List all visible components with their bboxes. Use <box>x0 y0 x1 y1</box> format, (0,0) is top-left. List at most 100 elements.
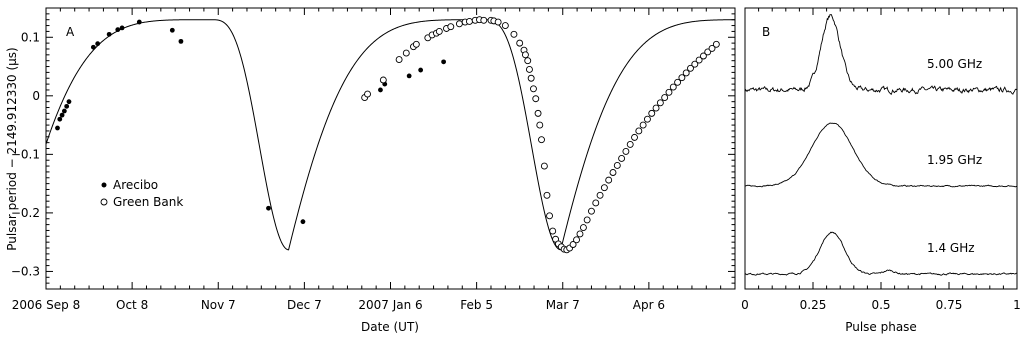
x-tick-label: Oct 8 <box>116 298 148 312</box>
green-bank-point <box>538 136 545 144</box>
arecibo-point <box>55 125 60 131</box>
green-bank-point <box>543 191 551 199</box>
panel-b-x-ticks: 0 0.25 0.5 0.75 1 <box>741 8 1021 312</box>
pulse-profile-line <box>744 122 1018 188</box>
arecibo-point <box>300 219 306 225</box>
arecibo-point <box>106 31 112 37</box>
green-bank-point <box>695 56 703 64</box>
green-bank-point <box>643 115 651 123</box>
green-bank-point <box>661 94 669 102</box>
green-bank-point <box>546 212 553 220</box>
green-bank-point <box>402 49 410 57</box>
x-tick-label: Nov 7 <box>201 298 236 312</box>
panel-a-x-ticks: 2006 Sep 8 Oct 8 Nov 7 Dec 7 2007 Jan 6 Feb 5… <box>12 8 736 312</box>
green-bank-point <box>465 18 473 25</box>
legend-label-arecibo: Arecibo <box>113 178 158 192</box>
pulse-profile-line <box>744 231 1018 276</box>
green-bank-point <box>699 52 707 60</box>
arecibo-point <box>90 44 96 50</box>
green-bank-point <box>521 51 529 59</box>
green-bank-point <box>622 147 630 155</box>
arecibo-point <box>418 67 424 73</box>
green-bank-point <box>648 109 656 117</box>
green-bank-point <box>530 85 537 93</box>
panel-b-x-tick-label: 0 <box>741 298 749 312</box>
panel-b-x-tick-label: 0.5 <box>871 298 890 312</box>
legend-label-green-bank: Green Bank <box>113 195 183 209</box>
x-tick-label: Mar 7 <box>546 298 580 312</box>
arecibo-point <box>119 25 125 31</box>
green-bank-point <box>635 127 643 135</box>
arecibo-point <box>64 103 70 109</box>
green-bank-point <box>579 224 587 231</box>
green-bank-point <box>613 162 621 169</box>
profile-frequency-label: 1.95 GHz <box>927 153 982 167</box>
green-bank-point <box>549 227 557 235</box>
green-bank-point <box>665 88 673 96</box>
arecibo-point <box>57 116 63 122</box>
green-bank-point <box>631 133 638 141</box>
green-bank-point <box>516 39 524 47</box>
green-bank-point <box>691 60 699 68</box>
green-bank-point <box>652 104 660 112</box>
green-bank-point <box>682 69 690 77</box>
pulse-profile-line <box>744 14 1018 96</box>
panel-b-x-tick-label: 0.75 <box>936 298 963 312</box>
green-bank-point <box>609 169 617 176</box>
arecibo-point <box>378 87 383 93</box>
arecibo-point <box>441 59 447 65</box>
arecibo-point <box>115 27 121 33</box>
x-tick-label: Apr 6 <box>633 298 665 312</box>
model-curve <box>45 19 736 251</box>
green-bank-point <box>600 184 608 192</box>
panel-b-x-axis-label: Pulse phase <box>845 320 917 334</box>
panel-a-y-ticks: 0.1 0 −0.1 −0.2 −0.3 <box>11 7 735 290</box>
green-bank-point <box>708 44 716 52</box>
arecibo-point <box>59 112 65 118</box>
y-axis-label: Pulsar period − 2149.912330 (μs) <box>5 47 19 250</box>
green-bank-point <box>669 83 677 91</box>
panel-a-label: A <box>66 25 75 39</box>
arecibo-point <box>136 19 142 25</box>
arecibo-point <box>95 41 101 47</box>
green-bank-point <box>534 109 542 117</box>
green-bank-point <box>527 74 535 82</box>
profile-frequency-label: 1.4 GHz <box>927 241 975 255</box>
green-bank-point <box>480 16 488 24</box>
green-bank-point <box>435 27 443 35</box>
green-bank-point <box>379 76 387 84</box>
green-bank-point <box>573 236 580 244</box>
green-bank-point <box>626 140 634 148</box>
green-bank-point <box>532 95 540 103</box>
legend: Arecibo Green Bank <box>100 178 183 209</box>
arecibo-point <box>61 108 67 114</box>
x-tick-label: Dec 7 <box>287 298 322 312</box>
y-tick-label: 0.1 <box>21 30 40 44</box>
green-bank-point <box>678 74 686 82</box>
panel-b-x-tick-label: 1 <box>1013 298 1021 312</box>
pulse-profiles: 5.00 GHz 1.95 GHz 1.4 GHz <box>744 14 1018 276</box>
x-tick-label: 2006 Sep 8 <box>12 298 80 312</box>
arecibo-point <box>406 73 412 79</box>
green-bank-point <box>525 66 533 73</box>
panel-b-x-tick-label: 0.25 <box>800 298 827 312</box>
green-bank-point <box>494 18 502 26</box>
arecibo-point <box>266 205 271 211</box>
y-tick-label: 0 <box>32 89 40 103</box>
panel-a: A 2006 Sep 8 Oct 8 Nov 7 Dec 7 2007 Jan 6 Feb… <box>5 7 736 334</box>
green-bank-point <box>605 176 613 184</box>
green-bank-point <box>569 241 577 248</box>
green-bank-point <box>687 64 694 72</box>
panel-a-frame <box>45 7 736 290</box>
y-tick-label: −0.3 <box>11 264 40 278</box>
green-bank-point <box>364 90 371 98</box>
green-bank-point <box>639 121 647 129</box>
green-bank-point <box>447 23 455 31</box>
legend-open-marker <box>100 198 108 206</box>
green-bank-point <box>583 216 591 224</box>
green-bank-point <box>712 40 720 48</box>
green-bank-point <box>618 155 626 162</box>
panel-b-label: B <box>762 25 770 39</box>
